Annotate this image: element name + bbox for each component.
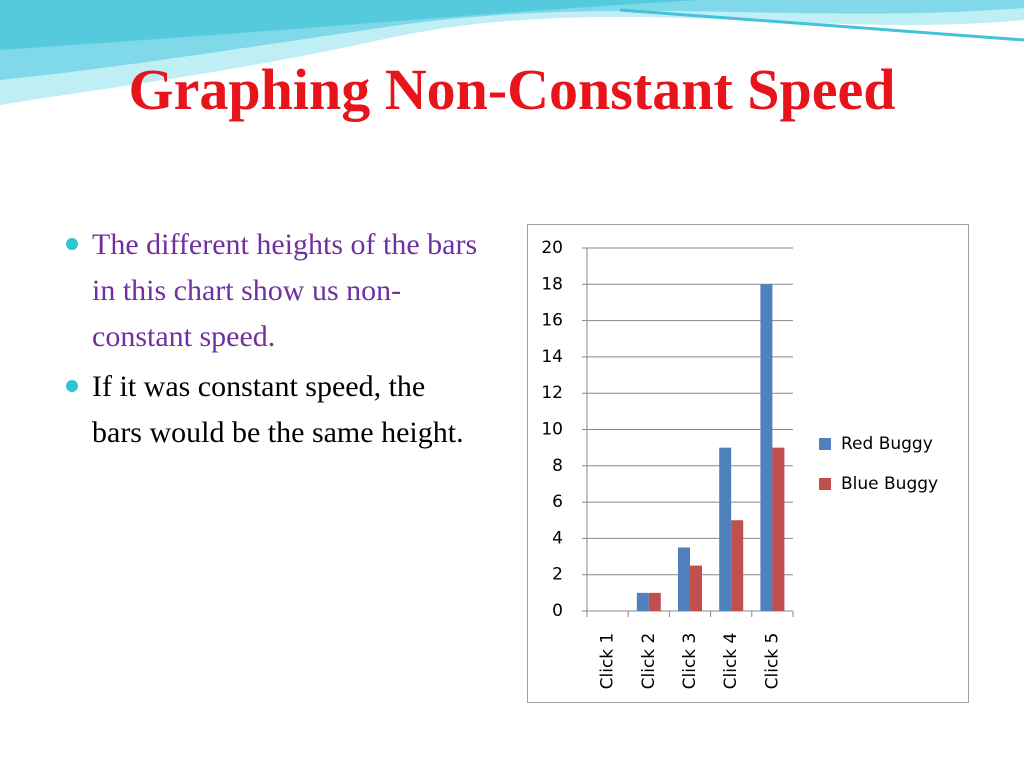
bar (731, 520, 744, 611)
y-tick-label: 12 (541, 383, 563, 403)
x-tick-label: Click 1 (598, 633, 618, 690)
y-tick-label: 20 (541, 238, 563, 258)
bullet-text: The different heights of the bars in thi… (92, 228, 478, 353)
bullet-text: If it was constant speed, the bars would… (92, 370, 464, 449)
y-tick-label: 0 (552, 601, 563, 621)
slide-title: Graphing Non-Constant Speed (128, 57, 896, 122)
x-tick-label: Click 5 (762, 633, 782, 690)
y-tick-label: 10 (541, 420, 563, 440)
y-tick-label: 16 (541, 311, 563, 331)
bar (678, 547, 690, 611)
y-tick-label: 8 (552, 456, 563, 476)
bullet: If it was constant speed, the bars would… (62, 364, 482, 456)
x-tick-label: Click 2 (639, 633, 659, 690)
bullet: The different heights of the bars in thi… (62, 222, 482, 360)
y-tick-label: 18 (541, 274, 563, 294)
bar (636, 592, 649, 611)
legend-swatch (819, 478, 831, 490)
chart: 0 2 4 6 8 10 12 14 16 18 20 Click 1 Click 2 Click 3 Cl… (541, 238, 938, 690)
bullet-list: The different heights of the bars in thi… (62, 222, 482, 460)
y-tick-label: 4 (552, 528, 563, 548)
bar (719, 447, 732, 611)
y-tick-label: 2 (552, 565, 563, 585)
bar (648, 592, 661, 611)
chart-frame: 0 2 4 6 8 10 12 14 16 18 20 Click 1 Click 2 Click 3 Cl… (527, 224, 969, 703)
legend-label: Blue Buggy (841, 474, 938, 494)
legend-swatch (819, 438, 831, 450)
legend-label: Red Buggy (841, 434, 933, 454)
bar (760, 284, 773, 611)
y-tick-label: 6 (552, 492, 563, 512)
x-tick-label: Click 3 (680, 633, 700, 690)
x-tick-label: Click 4 (721, 633, 741, 690)
wave-decoration (0, 0, 1024, 105)
bar (772, 447, 785, 611)
bar (690, 565, 702, 611)
y-tick-label: 14 (541, 347, 563, 367)
